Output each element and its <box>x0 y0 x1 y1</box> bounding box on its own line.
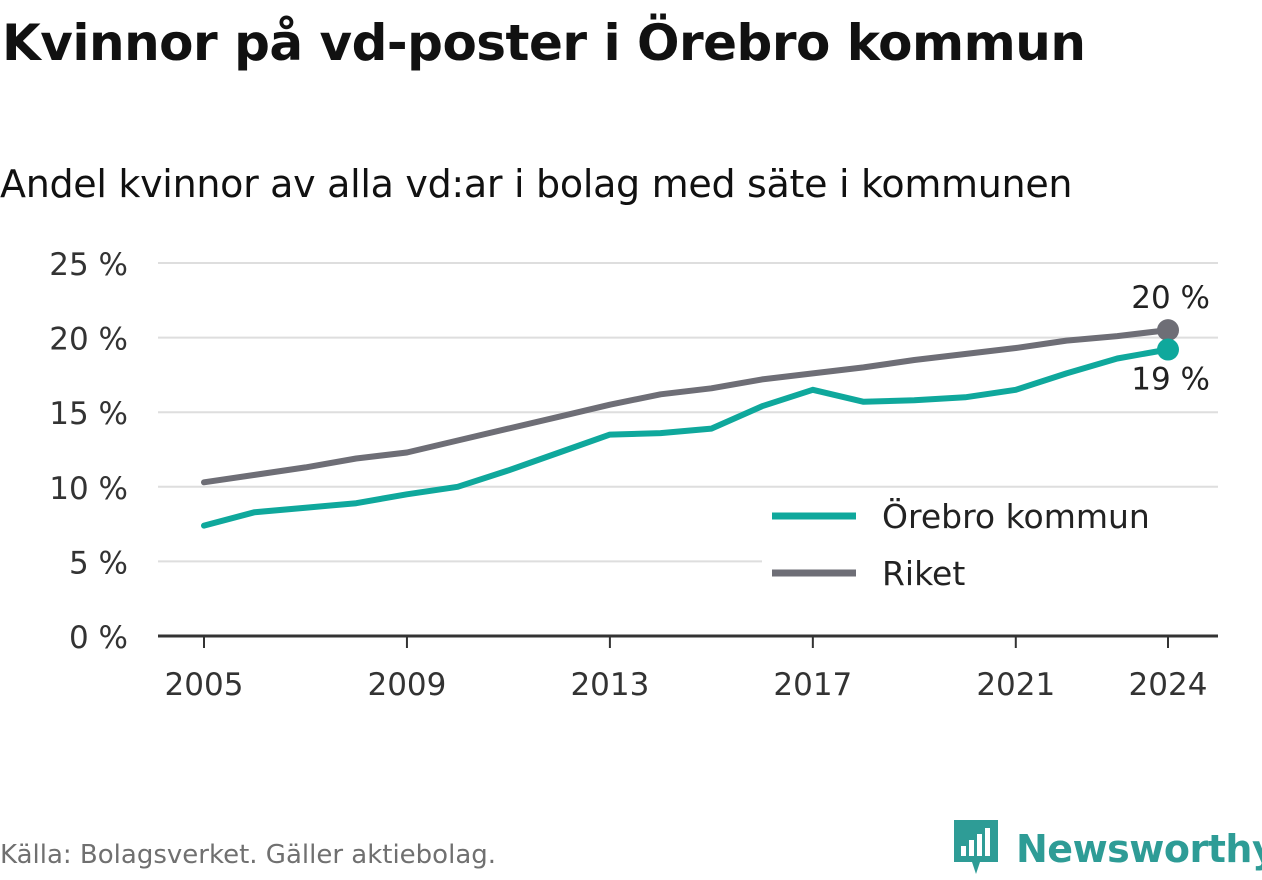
series-end-point <box>1157 338 1179 361</box>
y-tick-label: 25 % <box>49 247 128 283</box>
brand-name: Newsworthy <box>1016 827 1262 871</box>
y-axis-tick-labels: 0 % 5 % 10 % 15 % 20 % 25 % <box>49 247 128 656</box>
legend-label: Riket <box>882 554 965 593</box>
x-tick-label: 2024 <box>1129 667 1208 703</box>
bar-chart-icon <box>954 820 998 874</box>
legend: Örebro kommun Riket <box>762 488 1218 606</box>
y-tick-label: 0 % <box>69 620 128 656</box>
y-tick-label: 20 % <box>49 322 128 358</box>
series-lines <box>201 319 1179 529</box>
x-tick-label: 2009 <box>367 667 446 703</box>
x-tick-label: 2021 <box>976 667 1055 703</box>
y-tick-label: 5 % <box>69 545 128 581</box>
chart-subtitle: Andel kvinnor av alla vd:ar i bolag med … <box>0 162 1073 206</box>
end-value-label: 19 % <box>1131 362 1210 398</box>
y-tick-label: 10 % <box>49 471 128 507</box>
x-axis: 2005 2009 2013 2017 2021 2024 <box>158 634 1218 703</box>
end-value-label: 20 % <box>1131 280 1210 316</box>
series-line <box>201 327 1171 486</box>
legend-background <box>762 488 1218 606</box>
x-tick-label: 2013 <box>570 667 649 703</box>
source-note: Källa: Bolagsverket. Gäller aktiebolag. <box>0 840 497 870</box>
series-line <box>201 346 1171 529</box>
series-end-point <box>1157 319 1179 342</box>
legend-label: Örebro kommun <box>882 496 1150 536</box>
end-labels: 19 % 20 % <box>1131 280 1210 397</box>
y-tick-label: 15 % <box>49 396 128 432</box>
x-tick-label: 2017 <box>773 667 852 703</box>
x-tick-label: 2005 <box>165 667 244 703</box>
chart-title: Kvinnor på vd-poster i Örebro kommun <box>2 14 1086 72</box>
gridlines <box>158 262 1218 563</box>
newsworthy-logo: Newsworthy <box>950 818 1262 880</box>
